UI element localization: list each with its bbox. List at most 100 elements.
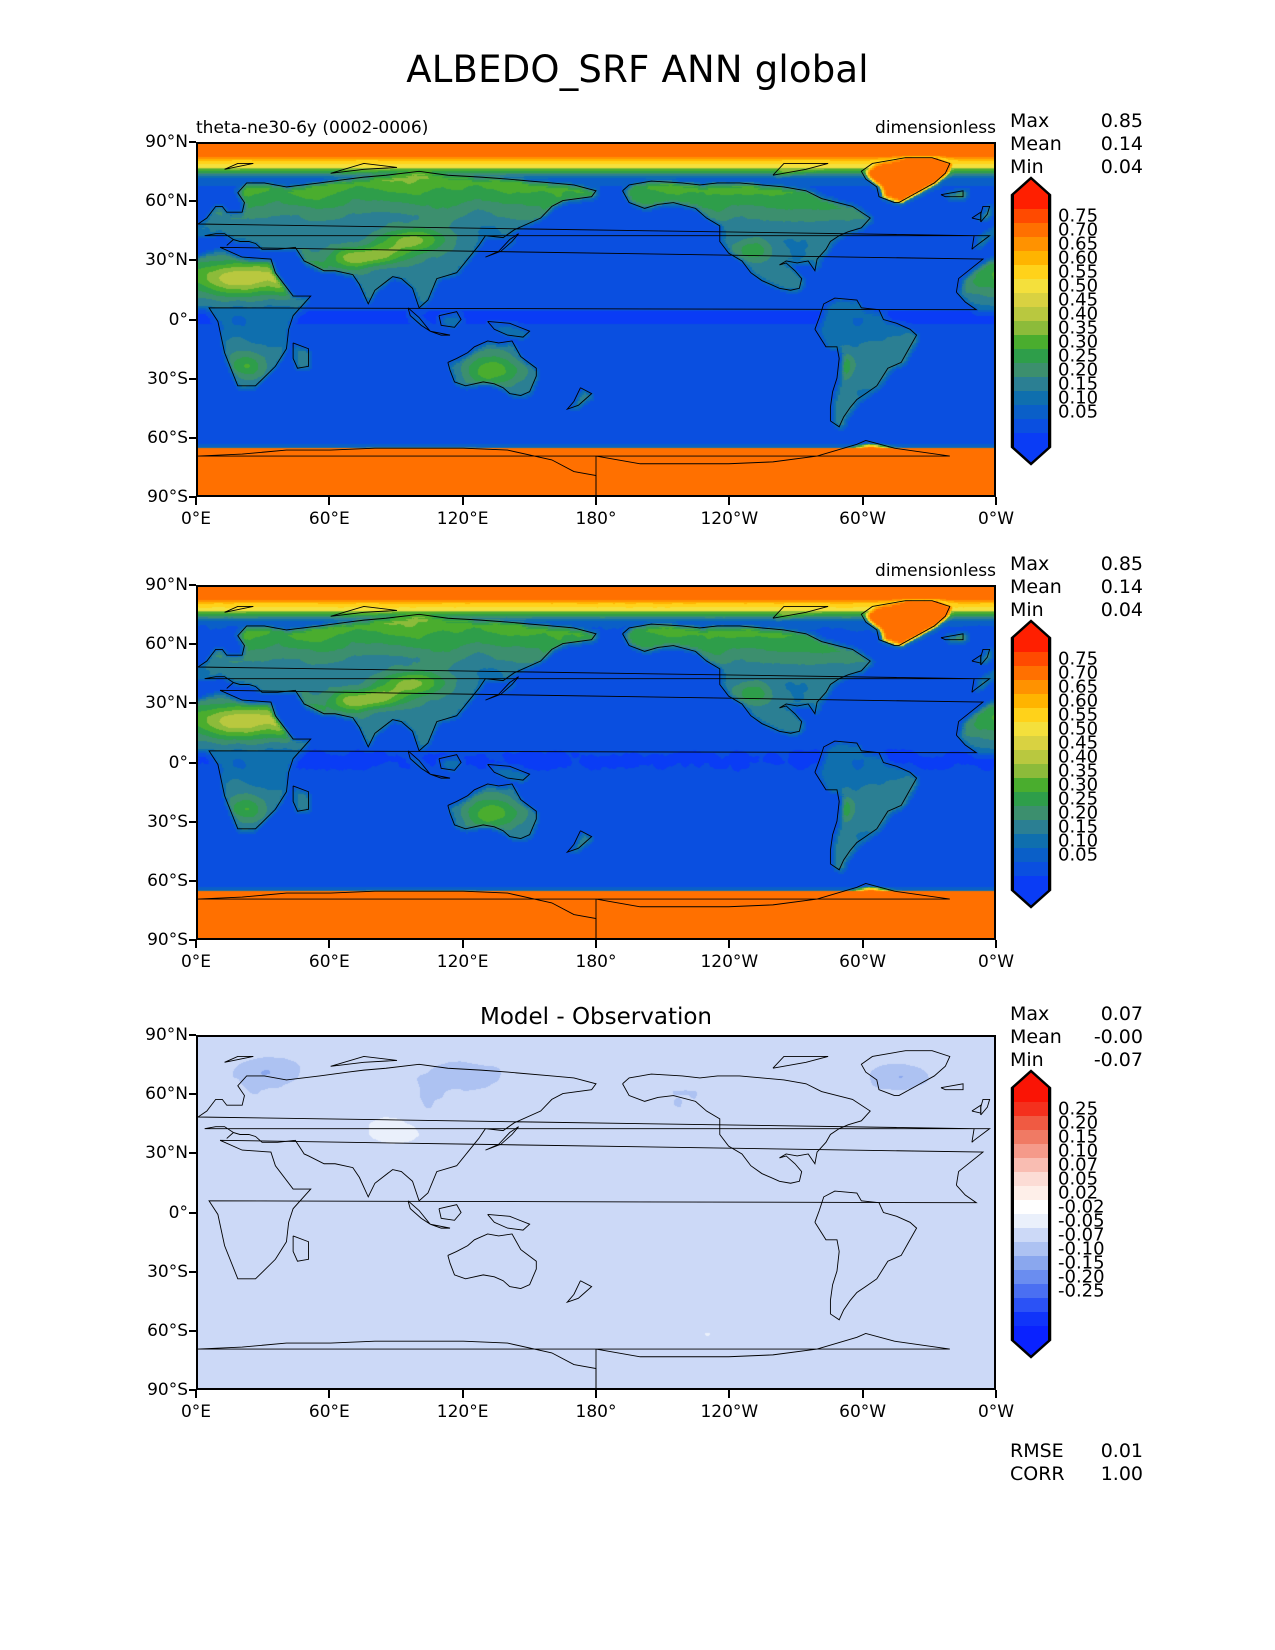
colorbar-band	[1014, 405, 1048, 419]
lat-tick-label: 30°N	[145, 250, 188, 271]
lat-tick-mark	[189, 496, 196, 498]
colorbar-band	[1014, 1298, 1048, 1312]
lat-tick-mark	[189, 643, 196, 646]
lat-tick-mark	[189, 584, 196, 586]
colorbar-band	[1014, 848, 1048, 862]
colorbar-tick-label: 0.05	[1058, 401, 1099, 423]
lat-tick-mark	[189, 1034, 196, 1036]
colorbar-tick-label: 0.30	[1058, 774, 1099, 796]
panel-header-left: theta-ne30-6y (0002-0006)	[196, 118, 429, 138]
colorbar-gradient	[1012, 1088, 1050, 1340]
coastlines	[198, 587, 994, 938]
lat-tick-mark	[189, 200, 196, 203]
lat-tick-mark	[189, 318, 196, 321]
stat-difference-key: Min	[1010, 1049, 1044, 1071]
colorbar-tick-label: 0.10	[1058, 1140, 1099, 1162]
colorbar-tick-label: 0.65	[1058, 233, 1099, 255]
colorbar-tick-label: 0.10	[1058, 830, 1099, 852]
colorbar-band	[1014, 1214, 1048, 1228]
colorbar-tick-label: 0.50	[1058, 275, 1099, 297]
colorbar-tick-label: 0.70	[1058, 219, 1099, 241]
stat-difference-row: Mean -0.00	[1010, 1026, 1143, 1049]
colorbar-band	[1014, 391, 1048, 405]
stat-difference-value: -0.07	[1093, 1049, 1143, 1071]
map-raster-difference	[198, 1037, 994, 1388]
lat-tick-mark	[189, 377, 196, 380]
stat-observation-row: Max 0.85	[1010, 553, 1143, 576]
colorbar-tick-label: -0.10	[1058, 1238, 1105, 1260]
colorbar-band	[1014, 666, 1048, 680]
lon-tick-label: 120°W	[700, 509, 759, 529]
lat-tick-label: 60°S	[147, 427, 188, 448]
lat-tick-label: 0°	[168, 752, 188, 773]
lat-tick-label: 60°S	[147, 870, 188, 891]
lon-tick-mark	[595, 497, 597, 505]
colorbar-band	[1014, 265, 1048, 279]
lon-tick-label: 0°E	[180, 952, 212, 972]
colorbar-band	[1014, 293, 1048, 307]
stats-difference-extra: RMSE 0.01 CORR 1.00	[1010, 1440, 1143, 1486]
colorbar-band	[1014, 778, 1048, 792]
colorbar-band	[1014, 251, 1048, 265]
colorbar-band	[1014, 1102, 1048, 1116]
map-raster-observation	[198, 587, 994, 938]
lat-tick-label: 60°N	[145, 191, 188, 212]
lon-tick-label: 0°E	[180, 509, 212, 529]
stat-model-key: Min	[1010, 156, 1044, 178]
colorbar-extend-max-icon	[1012, 621, 1050, 638]
stats-difference: Max 0.07 Mean -0.00 Min -0.07	[1010, 1003, 1143, 1072]
lat-tick-label: 30°S	[147, 1261, 188, 1282]
lon-tick-mark	[595, 940, 597, 948]
colorbar-band	[1014, 279, 1048, 293]
colorbar-tick-label: 0.55	[1058, 261, 1099, 283]
colorbar-tick-label: 0.20	[1058, 359, 1099, 381]
lon-tick-label: 60°W	[839, 1402, 887, 1422]
lat-tick-mark	[189, 259, 196, 262]
panel-model: theta-ne30-6y (0002-0006) dimensionless	[196, 118, 996, 497]
colorbar-tick-label: 0.25	[1058, 345, 1099, 367]
colorbar-band	[1014, 708, 1048, 722]
colorbar-tick-label: 0.40	[1058, 303, 1099, 325]
lat-tick-label: 30°N	[145, 1143, 188, 1164]
lat-tick-mark	[189, 702, 196, 705]
colorbar-band	[1014, 792, 1048, 806]
lon-tick-label: 60°E	[308, 1402, 350, 1422]
lat-tick-mark	[189, 1389, 196, 1391]
stat-model-row: Max 0.85	[1010, 110, 1143, 133]
colorbar-band	[1014, 834, 1048, 848]
colorbar-extend-min-icon	[1012, 1340, 1050, 1357]
colorbar-tick-label: 0.70	[1058, 662, 1099, 684]
lat-tick-label: 90°N	[145, 575, 188, 595]
colorbar-band	[1014, 806, 1048, 820]
colorbar-tick-label: -0.05	[1058, 1210, 1105, 1232]
stat-difference-extra-value: 0.01	[1100, 1440, 1143, 1462]
panel-difference: Model - Observation	[196, 1004, 996, 1390]
lat-tick-label: 60°N	[145, 1084, 188, 1105]
lon-tick-label: 180°	[575, 1402, 617, 1422]
lat-tick-mark	[189, 1152, 196, 1155]
colorbar-band	[1014, 1088, 1048, 1102]
colorbar-tick-label: 0.05	[1058, 1168, 1099, 1190]
lon-tick-label: 180°	[575, 509, 617, 529]
colorbar-band	[1014, 1116, 1048, 1130]
colorbar-tick-label: -0.02	[1058, 1196, 1105, 1218]
lat-tick-mark	[189, 1093, 196, 1096]
colorbar-band	[1014, 680, 1048, 694]
stat-difference-extra-value: 1.00	[1100, 1463, 1143, 1485]
colorbar-band	[1014, 433, 1048, 447]
lat-tick-mark	[189, 1211, 196, 1214]
stat-difference-extra-row: CORR 1.00	[1010, 1463, 1143, 1486]
colorbar-band	[1014, 1186, 1048, 1200]
colorbar-tick-label: 0.02	[1058, 1182, 1099, 1204]
colorbar-band	[1014, 419, 1048, 433]
stat-model-value: 0.14	[1100, 133, 1143, 155]
lon-tick-mark	[328, 497, 331, 505]
lat-tick-mark	[189, 879, 196, 882]
colorbar-band	[1014, 736, 1048, 750]
colorbar-tick-label: 0.55	[1058, 704, 1099, 726]
lon-tick-mark	[461, 940, 464, 948]
colorbar-tick-label: 0.15	[1058, 373, 1099, 395]
lon-tick-label: 180°	[575, 952, 617, 972]
stat-observation-value: 0.04	[1100, 599, 1143, 621]
lat-tick-label: 90°S	[147, 487, 188, 507]
